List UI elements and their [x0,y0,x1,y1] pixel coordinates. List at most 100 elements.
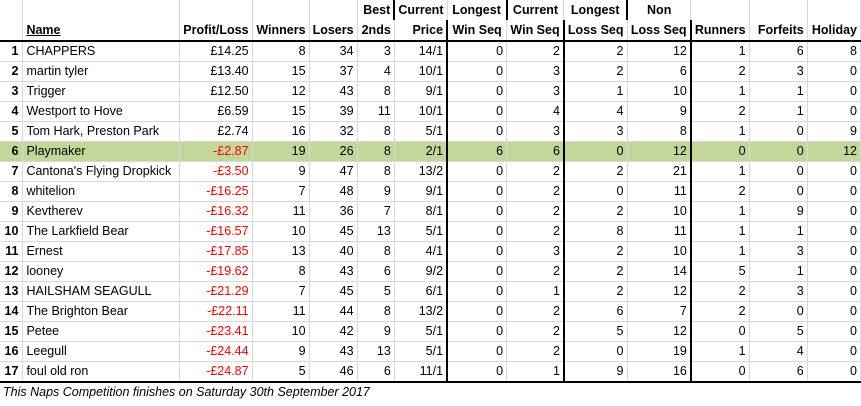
header-blank [749,0,808,20]
header-current-loss-bottom: Loss Seq [563,20,628,42]
cell-winners: 10 [252,221,310,242]
cell-losers: 39 [309,101,358,122]
footer-row: This Naps Competition finishes on Saturd… [0,382,861,402]
cell-name: The Brighton Bear [22,301,181,322]
cell-winners: 19 [252,141,310,162]
cell-current-win-seq: 0 [446,181,508,202]
cell-forfeits: 1 [749,261,808,282]
cell-current-loss-seq: 5 [563,321,628,342]
cell-rank: 17 [0,361,24,383]
cell-non-runners: 2 [690,181,750,202]
cell-forfeits: 5 [749,321,808,342]
table-row: 2 martin tyler £13.40 15 37 4 10/1 0 3 2 6 2 3 0 [0,61,861,82]
cell-longest-win-seq: 2 [506,221,565,242]
cell-losers: 34 [309,41,358,62]
cell-profit-loss: £13.40 [179,61,253,82]
cell-non-runners: 1 [690,121,750,142]
footer-note: This Naps Competition finishes on Saturd… [3,385,370,399]
cell-best-price: 5/1 [394,341,448,362]
cell-longest-win-seq: 2 [506,181,565,202]
cell-holiday: 0 [807,221,861,242]
cell-forfeits: 0 [749,141,808,162]
cell-holiday: 12 [807,141,861,162]
cell-longest-win-seq: 3 [506,121,565,142]
header-current-win-bottom: Win Seq [446,20,508,42]
header-blank [179,0,253,20]
header-name: Name [22,20,181,42]
cell-non-runners: 0 [690,141,750,162]
cell-winners: 9 [252,341,310,362]
header-holiday: Holiday [807,20,861,42]
cell-non-runners: 1 [690,81,750,102]
cell-current-win-seq: 0 [446,201,508,222]
cell-winners: 11 [252,201,310,222]
cell-holiday: 0 [807,101,861,122]
cell-losers: 32 [309,121,358,142]
cell-rank: 16 [0,341,24,362]
cell-longest-win-seq: 2 [506,201,565,222]
cell-non-runners: 0 [690,361,750,383]
cell-longest-win-seq: 3 [506,61,565,82]
cell-forfeits: 3 [749,61,808,82]
cell-forfeits: 6 [749,361,808,383]
cell-seconds: 8 [357,121,395,142]
cell-best-price: 4/1 [394,241,448,262]
header-blank [309,0,358,20]
cell-longest-win-seq: 2 [506,161,565,182]
cell-best-price: 9/2 [394,261,448,282]
cell-best-price: 5/1 [394,221,448,242]
cell-non-runners: 1 [690,161,750,182]
table-row: 3 Trigger £12.50 12 43 8 9/1 0 3 1 10 1 1 0 [0,81,861,102]
cell-longest-loss-seq: 16 [627,361,692,383]
cell-profit-loss: -£19.62 [179,261,253,282]
cell-longest-win-seq: 2 [506,341,565,362]
cell-current-loss-seq: 2 [563,201,628,222]
cell-forfeits: 3 [749,281,808,302]
cell-profit-loss: -£24.87 [179,361,253,383]
cell-best-price: 9/1 [394,81,448,102]
cell-seconds: 7 [357,201,395,222]
cell-current-win-seq: 0 [446,341,508,362]
cell-rank: 5 [0,121,24,142]
cell-longest-loss-seq: 12 [627,281,692,302]
header-blank [807,0,861,20]
cell-seconds: 8 [357,301,395,322]
cell-forfeits: 6 [749,41,808,62]
cell-rank: 3 [0,81,24,102]
cell-seconds: 6 [357,261,395,282]
cell-longest-loss-seq: 19 [627,341,692,362]
cell-best-price: 10/1 [394,101,448,122]
cell-best-price: 10/1 [394,61,448,82]
cell-rank: 10 [0,221,24,242]
cell-non-runners: 2 [690,301,750,322]
cell-profit-loss: -£22.11 [179,301,253,322]
cell-current-loss-seq: 4 [563,101,628,122]
cell-non-runners: 1 [690,341,750,362]
table-row: 12 looney -£19.62 8 43 6 9/2 0 2 2 14 5 1 0 [0,261,861,282]
cell-name: Westport to Hove [22,101,181,122]
cell-losers: 26 [309,141,358,162]
cell-forfeits: 0 [749,121,808,142]
table-row: 6 Playmaker -£2.87 19 26 8 2/1 6 6 0 12 0 0 12 [0,141,861,162]
cell-longest-loss-seq: 12 [627,321,692,342]
cell-losers: 47 [309,161,358,182]
cell-longest-win-seq: 2 [506,261,565,282]
cell-profit-loss: -£16.57 [179,221,253,242]
header-best-bottom: Price [394,20,448,42]
table-row: 11 Ernest -£17.85 13 40 8 4/1 0 3 2 10 1 3 0 [0,241,861,262]
header-winners: Winners [252,20,310,42]
table-row: 5 Tom Hark, Preston Park £2.74 16 32 8 5/1 0 3 3 8… [0,121,861,142]
header-seconds: 2nds [357,20,395,42]
cell-profit-loss: £2.74 [179,121,253,142]
cell-seconds: 6 [357,361,395,383]
cell-rank: 2 [0,61,24,82]
header-non-top: Non [627,0,692,20]
cell-forfeits: 4 [749,341,808,362]
table-row: 17 foul old ron -£24.87 5 46 6 11/1 0 1 9 16 0 6 0 [0,361,861,383]
header-longest-loss-bottom: Loss Seq [627,20,692,42]
cell-best-price: 5/1 [394,121,448,142]
cell-longest-loss-seq: 11 [627,181,692,202]
cell-profit-loss: -£16.25 [179,181,253,202]
cell-current-loss-seq: 0 [563,181,628,202]
